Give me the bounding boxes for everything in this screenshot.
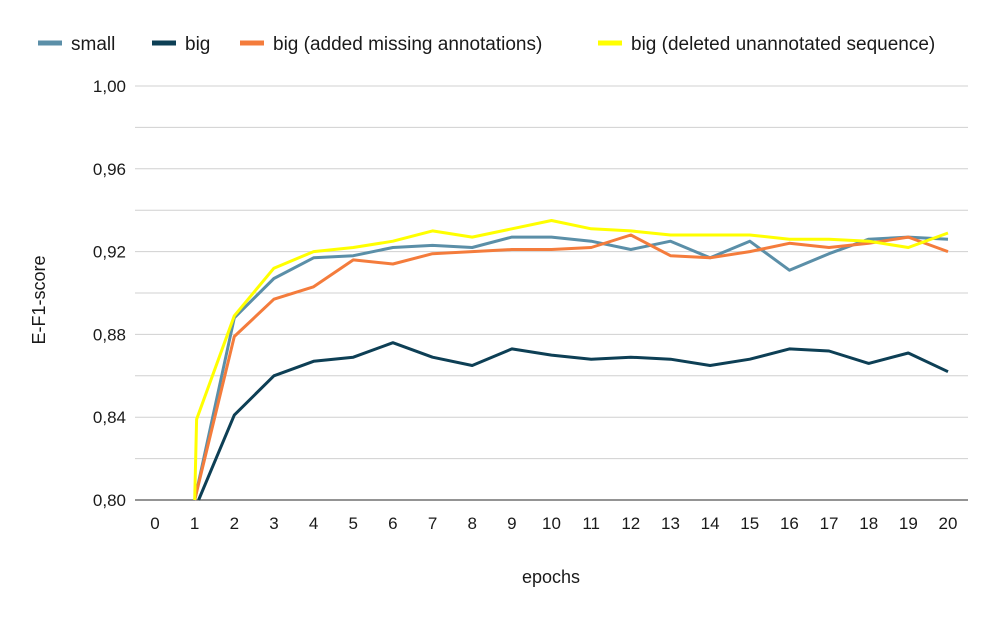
- y-tick-label: 1,00: [93, 77, 126, 96]
- gridlines: [135, 85, 968, 501]
- x-axis-ticks: 0 1 2 3 4 5 6 7 8 9 10 11 12 13 14 15 16 17 18 19 20: [150, 514, 957, 533]
- x-tick-label: 3: [269, 514, 278, 533]
- x-tick-label: 10: [542, 514, 561, 533]
- y-tick-label: 0,84: [93, 408, 126, 427]
- x-tick-label: 18: [859, 514, 878, 533]
- series-line-3: [193, 219, 949, 501]
- legend-label: big (added missing annotations): [273, 34, 542, 55]
- series-line-1: [197, 341, 949, 501]
- x-tick-label: 15: [740, 514, 759, 533]
- y-tick-label: 0,96: [93, 160, 126, 179]
- x-tick-label: 7: [428, 514, 437, 533]
- x-tick-label: 14: [701, 514, 720, 533]
- x-tick-label: 9: [507, 514, 516, 533]
- series-line-2: [193, 233, 949, 501]
- legend-label: big: [185, 34, 210, 55]
- x-tick-label: 16: [780, 514, 799, 533]
- x-tick-label: 1: [190, 514, 199, 533]
- y-tick-label: 0,80: [93, 491, 126, 510]
- y-axis-title: E-F1-score: [29, 255, 49, 344]
- x-tick-label: 19: [899, 514, 918, 533]
- x-tick-label: 5: [349, 514, 358, 533]
- legend: small big big (added missing annotations) b…: [38, 34, 935, 55]
- series-lines: [193, 219, 949, 501]
- series-line-0: [193, 235, 949, 501]
- x-axis-title: epochs: [522, 567, 580, 587]
- x-tick-label: 17: [820, 514, 839, 533]
- x-tick-label: 8: [467, 514, 476, 533]
- x-tick-label: 4: [309, 514, 318, 533]
- x-tick-label: 11: [582, 514, 600, 533]
- x-tick-label: 2: [230, 514, 239, 533]
- legend-label: small: [71, 34, 115, 55]
- x-tick-label: 12: [621, 514, 640, 533]
- x-tick-label: 6: [388, 514, 397, 533]
- y-tick-label: 0,88: [93, 325, 126, 344]
- x-tick-label: 20: [939, 514, 958, 533]
- y-axis-ticks: 0,80 0,84 0,88 0,92 0,96 1,00: [93, 77, 126, 510]
- y-tick-label: 0,92: [93, 243, 126, 262]
- x-tick-label: 0: [150, 514, 159, 533]
- x-tick-label: 13: [661, 514, 680, 533]
- legend-label: big (deleted unannotated sequence): [631, 34, 935, 55]
